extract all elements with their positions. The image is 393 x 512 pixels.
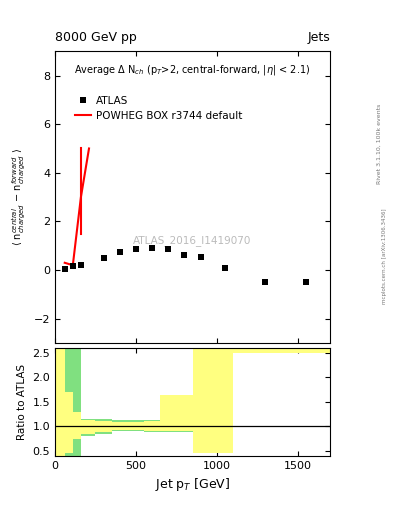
Line: POWHEG BOX r3744 default: POWHEG BOX r3744 default: [65, 148, 89, 265]
X-axis label: Jet p$_T$ [GeV]: Jet p$_T$ [GeV]: [155, 476, 230, 493]
POWHEG BOX r3744 default: [86, 145, 91, 152]
ATLAS: [134, 246, 138, 252]
Legend: ATLAS, POWHEG BOX r3744 default: ATLAS, POWHEG BOX r3744 default: [71, 92, 247, 125]
POWHEG BOX r3744 default: [70, 262, 75, 268]
Line: ATLAS: ATLAS: [62, 245, 309, 285]
POWHEG BOX r3744 default: [62, 260, 67, 266]
Text: mcplots.cern.ch [arXiv:1306.3436]: mcplots.cern.ch [arXiv:1306.3436]: [382, 208, 387, 304]
ATLAS: [150, 245, 154, 251]
Y-axis label: Ratio to ATLAS: Ratio to ATLAS: [17, 364, 27, 440]
ATLAS: [303, 279, 308, 285]
ATLAS: [166, 246, 171, 252]
POWHEG BOX r3744 default: [79, 194, 83, 200]
ATLAS: [182, 252, 187, 259]
Text: Jets: Jets: [307, 31, 330, 44]
Text: ATLAS_2016_I1419070: ATLAS_2016_I1419070: [133, 236, 252, 246]
Text: Average $\Delta$ N$_{ch}$ (p$_T$>2, central-forward, $|\eta|$ < 2.1): Average $\Delta$ N$_{ch}$ (p$_T$>2, cent…: [74, 63, 311, 77]
ATLAS: [62, 266, 67, 272]
ATLAS: [222, 265, 227, 271]
ATLAS: [263, 279, 268, 285]
ATLAS: [101, 255, 106, 261]
Y-axis label: $\langle$ n$^{central}_{charged}$ $-$ n$^{forward}_{charged}$ $\rangle$: $\langle$ n$^{central}_{charged}$ $-$ n$…: [11, 148, 28, 246]
Text: Rivet 3.1.10, 100k events: Rivet 3.1.10, 100k events: [377, 103, 382, 183]
ATLAS: [79, 262, 83, 268]
ATLAS: [70, 263, 75, 269]
ATLAS: [118, 249, 122, 255]
ATLAS: [198, 253, 203, 260]
Text: 8000 GeV pp: 8000 GeV pp: [55, 31, 137, 44]
